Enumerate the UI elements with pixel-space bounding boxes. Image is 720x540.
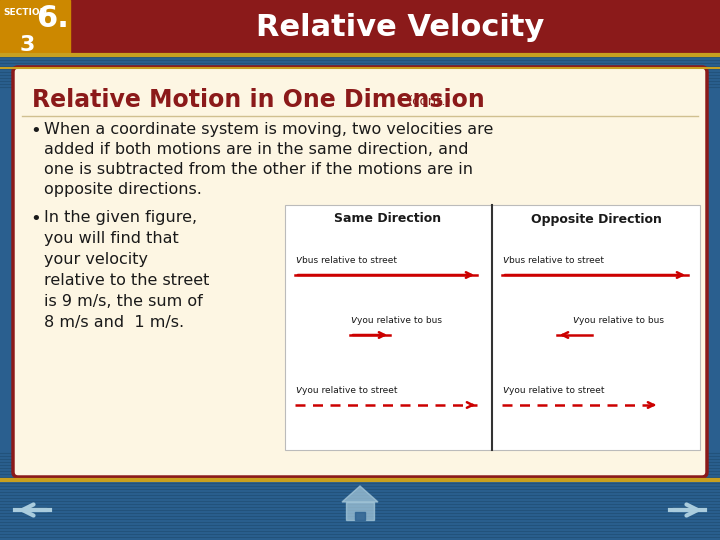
Text: bus relative to street: bus relative to street <box>509 256 604 265</box>
Text: Relative Motion in One Dimension: Relative Motion in One Dimension <box>32 88 485 112</box>
Text: is 9 m/s, the sum of: is 9 m/s, the sum of <box>44 294 203 309</box>
Text: Relative Velocity: Relative Velocity <box>256 14 544 43</box>
Text: v: v <box>502 385 508 395</box>
FancyBboxPatch shape <box>13 67 707 477</box>
Text: you relative to street: you relative to street <box>302 386 397 395</box>
Text: your velocity: your velocity <box>44 252 148 267</box>
Text: v: v <box>572 315 578 325</box>
Text: bus relative to street: bus relative to street <box>302 256 397 265</box>
Text: 6.: 6. <box>36 4 69 33</box>
Text: v: v <box>295 385 301 395</box>
Text: Same Direction: Same Direction <box>334 213 441 226</box>
Bar <box>0 0 720 55</box>
Text: •: • <box>30 210 41 228</box>
Text: (cont.): (cont.) <box>408 95 451 108</box>
Text: In the given figure,: In the given figure, <box>44 210 197 225</box>
Text: you relative to street: you relative to street <box>509 386 605 395</box>
Text: When a coordinate system is moving, two velocities are: When a coordinate system is moving, two … <box>44 122 493 137</box>
Text: v: v <box>295 255 301 265</box>
Text: Opposite Direction: Opposite Direction <box>531 213 662 226</box>
Bar <box>0 0 70 55</box>
Text: opposite directions.: opposite directions. <box>44 182 202 197</box>
Bar <box>346 502 374 520</box>
Text: 3: 3 <box>20 35 35 55</box>
Text: you will find that: you will find that <box>44 231 179 246</box>
Text: added if both motions are in the same direction, and: added if both motions are in the same di… <box>44 142 469 157</box>
Text: v: v <box>350 315 356 325</box>
Text: SECTION: SECTION <box>3 8 48 17</box>
Text: 8 m/s and  1 m/s.: 8 m/s and 1 m/s. <box>44 315 184 330</box>
Text: you relative to bus: you relative to bus <box>357 316 442 325</box>
Text: you relative to bus: you relative to bus <box>579 316 664 325</box>
Text: relative to the street: relative to the street <box>44 273 210 288</box>
Polygon shape <box>342 486 378 502</box>
Text: v: v <box>502 255 508 265</box>
Bar <box>355 512 365 520</box>
Text: •: • <box>30 122 41 140</box>
Bar <box>285 205 700 450</box>
Text: one is subtracted from the other if the motions are in: one is subtracted from the other if the … <box>44 162 473 177</box>
